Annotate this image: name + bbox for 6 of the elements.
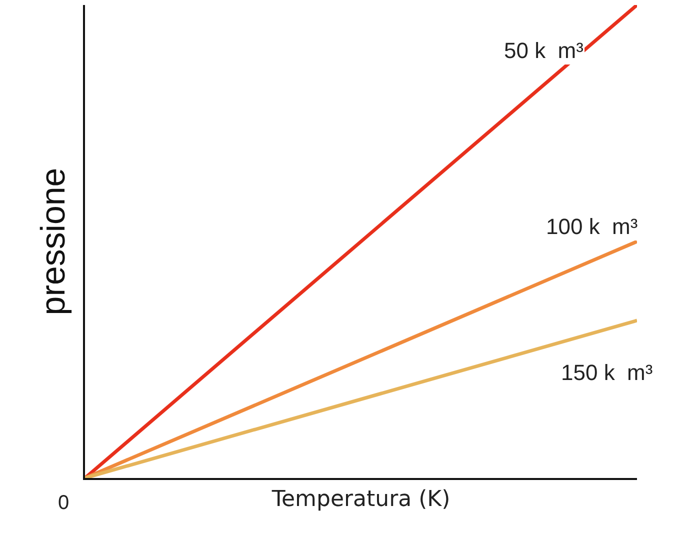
text: 0 [58,492,70,514]
y-axis-title: pressione [34,168,72,316]
series-label: 150 k m³ [561,360,653,385]
series-label: 100 k m³ [546,214,638,239]
series-label: 50 k m³ [504,38,584,63]
x-axis-title: Temperatura (K) [270,487,450,512]
